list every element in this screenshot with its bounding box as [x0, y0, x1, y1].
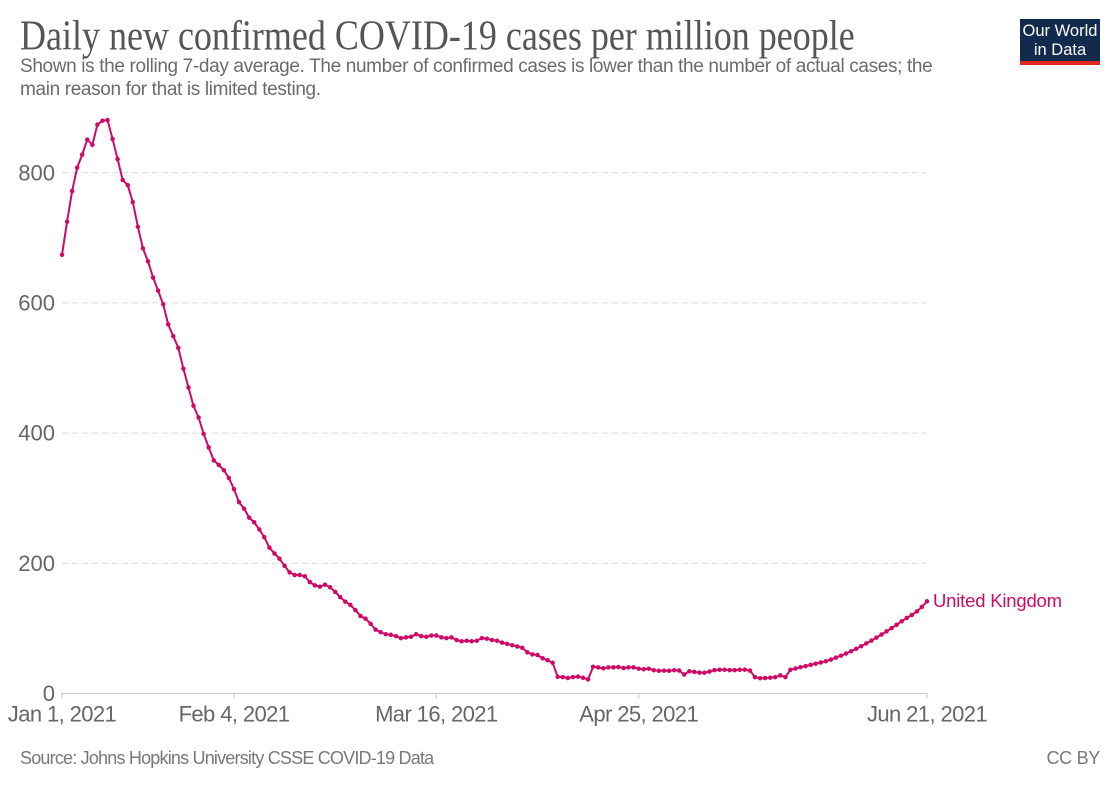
svg-text:800: 800	[18, 160, 55, 185]
svg-text:Jun 21, 2021: Jun 21, 2021	[867, 702, 987, 727]
svg-text:Jan 1, 2021: Jan 1, 2021	[8, 702, 117, 727]
svg-text:Mar 16, 2021: Mar 16, 2021	[375, 702, 498, 727]
svg-text:200: 200	[18, 551, 55, 576]
svg-text:0: 0	[43, 681, 55, 706]
svg-text:Feb 4, 2021: Feb 4, 2021	[179, 702, 290, 727]
svg-text:Apr 25, 2021: Apr 25, 2021	[579, 702, 698, 727]
svg-text:United Kingdom: United Kingdom	[933, 590, 1062, 611]
svg-text:600: 600	[18, 291, 55, 316]
svg-text:400: 400	[18, 421, 55, 446]
